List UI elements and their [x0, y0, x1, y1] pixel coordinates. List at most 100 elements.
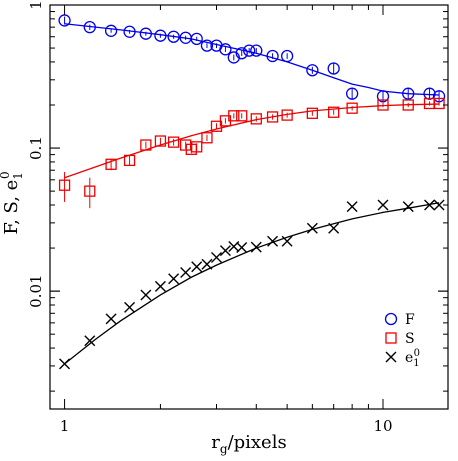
x-marker-stroke	[385, 351, 397, 363]
x-tick-label: 10	[373, 417, 392, 435]
data-point-e10	[180, 266, 192, 278]
data-point-F	[219, 43, 232, 56]
data-point-e10	[346, 201, 358, 213]
y-tick-label: 0.01	[27, 274, 45, 307]
plot-frame	[49, 4, 449, 410]
data-point-e10	[281, 235, 293, 247]
tick-labels: 1 10 0.01 0.1 1	[27, 0, 393, 435]
data-point-F	[227, 51, 240, 64]
data-point-S	[84, 185, 96, 197]
data-point-F	[250, 44, 263, 57]
x-marker-stroke	[219, 245, 231, 257]
data-point-F	[235, 47, 248, 60]
x-marker-stroke	[59, 358, 71, 370]
x-marker-stroke	[191, 261, 203, 273]
y-tick-label: 1	[27, 0, 45, 10]
data-point-e10	[124, 301, 136, 313]
data-point-e10	[201, 258, 213, 270]
data-point-S	[236, 110, 248, 122]
legend-label-S: S	[405, 331, 415, 347]
data-point-F	[345, 87, 359, 100]
data-point-e10	[402, 201, 414, 213]
data-point-e10	[84, 335, 96, 347]
data-point-e10	[191, 261, 203, 273]
x-marker-stroke	[306, 222, 318, 234]
x-marker-stroke	[377, 199, 389, 211]
x-marker-stroke	[105, 313, 117, 325]
x-marker-stroke	[168, 273, 180, 285]
data-point-F	[154, 29, 167, 42]
data-point-e10	[140, 289, 152, 301]
data-point-S	[167, 136, 180, 148]
x-marker-stroke	[84, 335, 96, 347]
data-point-S	[402, 99, 414, 111]
data-point-e10	[306, 222, 318, 234]
legend-marker-e10	[385, 351, 397, 363]
x-tick-label: 1	[60, 417, 70, 435]
data-point-e10	[377, 199, 389, 211]
x-marker-stroke	[281, 235, 293, 247]
y-axis-label: F, S, e10	[0, 171, 25, 234]
data-point-F	[123, 25, 136, 38]
data-point-S	[250, 113, 262, 125]
x-marker-stroke	[236, 241, 248, 253]
x-marker-stroke	[211, 251, 222, 263]
data-point-F	[423, 87, 436, 100]
fit-curve-S	[64, 103, 440, 179]
data-point-S	[140, 139, 152, 151]
y-tick-label: 0.1	[27, 136, 45, 160]
x-marker-stroke	[154, 280, 166, 292]
data-point-F	[266, 49, 279, 63]
data-point-S	[123, 154, 136, 167]
x-marker-stroke	[124, 301, 136, 313]
legend-label-e10: e10	[405, 348, 420, 369]
data-point-F	[327, 62, 340, 75]
data-point-e10	[219, 245, 231, 257]
data-point-F	[190, 32, 203, 45]
legend-label-F: F	[405, 312, 415, 328]
data-point-S	[281, 109, 293, 121]
x-axis-label: rg/pixels	[211, 432, 286, 456]
data-point-F	[306, 64, 319, 77]
data-point-S	[306, 107, 319, 119]
fit-curves	[64, 23, 440, 365]
data-point-S	[266, 111, 279, 123]
x-marker-stroke	[267, 235, 279, 247]
data-point-e10	[236, 241, 248, 253]
data-point-S	[154, 135, 167, 147]
data-point-F	[139, 27, 153, 40]
data-point-e10	[154, 280, 166, 292]
data-point-e10	[433, 199, 445, 211]
data-point-e10	[328, 222, 340, 234]
data-point-e10	[168, 273, 180, 285]
data-point-e10	[267, 235, 279, 247]
legend-marker-F	[384, 312, 398, 326]
data-point-S	[346, 102, 358, 114]
x-marker-stroke	[140, 289, 152, 301]
data-point-S	[201, 132, 213, 144]
axis-ticks	[50, 4, 448, 409]
data-point-S	[191, 141, 203, 153]
data-point-F	[402, 87, 415, 100]
legend-marker-S	[385, 332, 397, 344]
x-marker-stroke	[346, 201, 358, 213]
data-point-F	[167, 30, 180, 43]
data-point-S	[228, 110, 240, 122]
data-point-S	[105, 158, 117, 170]
data-point-e10	[59, 358, 71, 370]
data-point-S	[58, 179, 71, 191]
data-point-e10	[424, 199, 436, 211]
data-point-F	[104, 24, 118, 37]
data-point-F	[376, 90, 390, 103]
data-markers	[58, 14, 446, 370]
x-marker-stroke	[180, 266, 192, 278]
x-marker-stroke	[250, 241, 262, 253]
data-point-S	[377, 99, 389, 111]
data-point-e10	[211, 251, 222, 263]
data-point-S	[433, 97, 445, 110]
x-marker-stroke	[201, 258, 213, 270]
data-point-F	[83, 21, 96, 34]
fit-curve-e10	[64, 202, 440, 365]
